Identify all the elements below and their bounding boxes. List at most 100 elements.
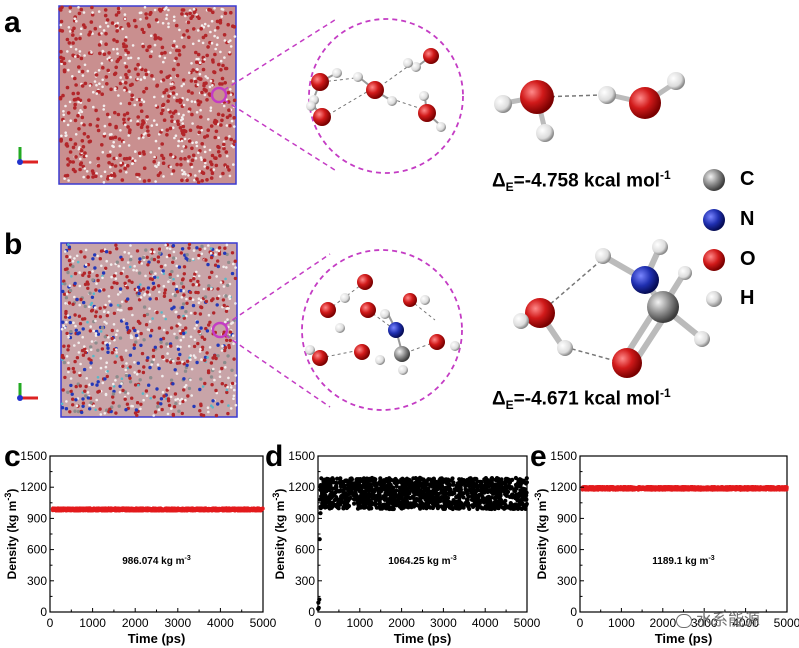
data-point [394, 484, 399, 489]
data-point [471, 504, 476, 509]
zoom-connector-b [211, 249, 463, 411]
data-point [103, 506, 107, 511]
data-point [388, 482, 393, 487]
data-point [637, 487, 641, 492]
data-point [431, 499, 437, 505]
data-point [612, 486, 616, 491]
delta-symbol: Δ [492, 388, 506, 410]
data-point [479, 491, 485, 496]
water-complex-model [513, 239, 710, 378]
data-point [426, 503, 431, 508]
data-point [717, 487, 722, 492]
data-point [365, 492, 370, 497]
data-point [721, 487, 726, 492]
data-point [361, 502, 366, 507]
data-point [55, 508, 60, 513]
data-point [399, 506, 404, 511]
zoomed-cluster-b [305, 274, 460, 375]
data-point [479, 487, 484, 492]
data-point [378, 479, 383, 484]
data-point [186, 508, 190, 513]
y-tick-label: 300 [295, 574, 315, 588]
atom-legend-label: O [740, 248, 756, 270]
data-point [323, 493, 328, 498]
axis-triad-icon-b [17, 383, 38, 401]
data-point [439, 480, 444, 485]
water-dimer-model [494, 72, 685, 142]
data-point [225, 506, 230, 511]
data-point [466, 483, 471, 488]
data-point [431, 476, 436, 481]
data-point [458, 485, 463, 490]
data-point [512, 502, 518, 507]
data-point [190, 508, 194, 512]
data-point [345, 482, 350, 487]
data-point [458, 481, 463, 486]
delta-subscript: E [505, 180, 514, 195]
x-tick-label: 3000 [691, 616, 718, 630]
data-point [346, 498, 351, 503]
data-point [378, 506, 383, 511]
data-point [126, 508, 131, 513]
data-point [177, 506, 181, 511]
data-point [439, 490, 444, 495]
n-atom-sphere-icon [703, 209, 725, 231]
energy-unit-sup: -1 [659, 168, 671, 182]
data-point [355, 480, 360, 485]
data-point [399, 501, 404, 506]
data-point [490, 484, 495, 489]
data-point [486, 479, 491, 484]
x-tick-label: 2000 [122, 616, 149, 630]
x-tick-label: 2000 [388, 616, 415, 630]
data-point [404, 499, 409, 504]
data-point [483, 482, 488, 487]
atom-legend-item-o: O [700, 245, 770, 275]
x-tick-label: 5000 [774, 616, 799, 630]
data-point [142, 507, 147, 512]
data-point [381, 478, 386, 483]
data-point [426, 477, 431, 482]
data-point [472, 488, 477, 493]
data-point [591, 487, 596, 492]
data-point [510, 477, 515, 482]
data-point [521, 502, 526, 507]
data-point [763, 487, 768, 492]
watermark: 水系能源 [676, 606, 760, 630]
data-point [392, 490, 397, 495]
x-tick-label: 3000 [164, 616, 191, 630]
x-axis-label: Time (ps) [394, 631, 452, 646]
x-tick-label: 1000 [346, 616, 373, 630]
data-point [476, 493, 481, 498]
data-point [355, 477, 360, 482]
data-point [494, 494, 499, 499]
density-annotation: 986.074 kg m-3 [122, 555, 191, 567]
x-tick-label: 3000 [430, 616, 457, 630]
data-point [605, 486, 609, 490]
data-point [88, 507, 92, 512]
data-point [615, 488, 620, 492]
data-point [779, 486, 783, 490]
x-tick-label: 4000 [207, 616, 234, 630]
data-point [427, 493, 432, 498]
data-point [739, 486, 744, 491]
y-tick-label: 300 [27, 574, 47, 588]
y-tick-label: 900 [27, 511, 47, 525]
data-point [488, 502, 493, 507]
data-point [698, 486, 702, 491]
y-tick-label: 600 [27, 543, 47, 557]
energy-unit-sup: -1 [659, 386, 671, 400]
data-point [663, 485, 668, 490]
data-point [323, 500, 328, 505]
data-point [453, 501, 458, 506]
data-point [316, 605, 321, 610]
data-point [475, 485, 480, 490]
density-annotation: 1064.25 kg m-3 [388, 555, 457, 567]
data-point [403, 495, 408, 500]
data-point [382, 494, 387, 499]
data-point [236, 507, 240, 512]
data-point [64, 508, 69, 513]
data-point [207, 507, 211, 512]
data-point [108, 508, 112, 512]
data-point [407, 479, 412, 484]
